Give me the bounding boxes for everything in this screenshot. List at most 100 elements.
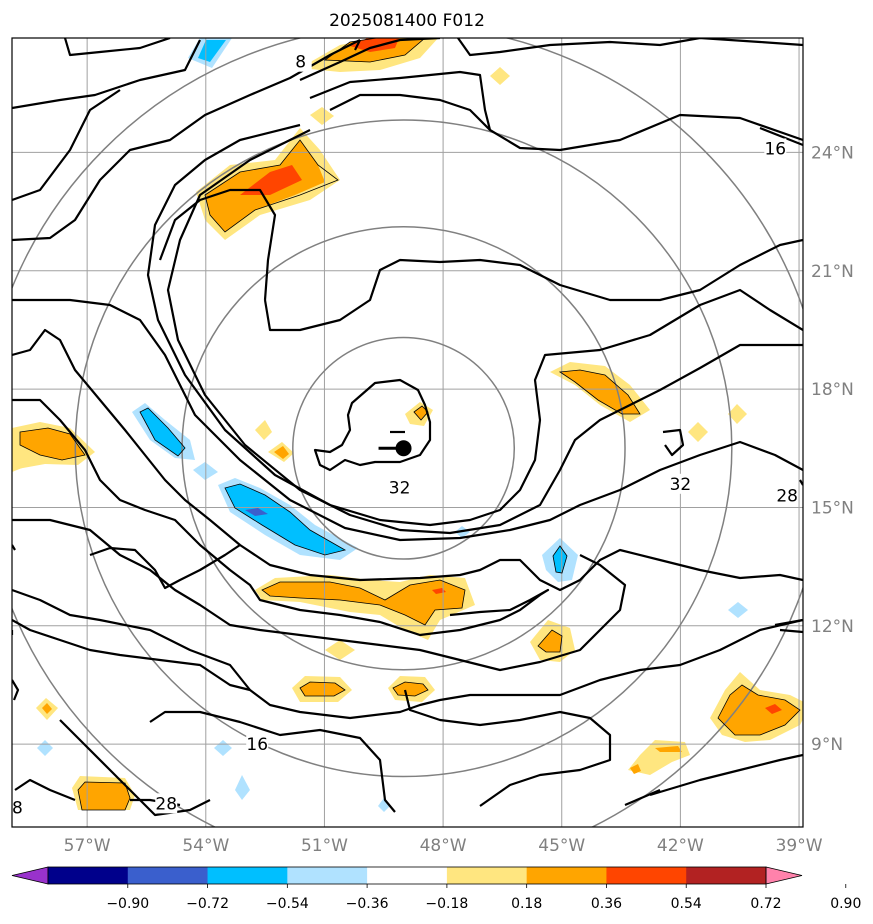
- contour-line: [12, 619, 251, 692]
- contour-line: [12, 89, 121, 202]
- shade-orange: [655, 746, 682, 752]
- colorbar-box: [287, 867, 368, 884]
- contour-label-group: 28: [12, 797, 23, 818]
- shade-orange: [300, 682, 345, 696]
- shade-blue: [140, 408, 185, 456]
- shade-red: [240, 165, 302, 195]
- colorbar-box: [367, 867, 448, 884]
- contour-line: [146, 123, 803, 527]
- contour-label-bg: [246, 734, 269, 755]
- shade-light-yellow: [12, 445, 22, 472]
- contour-line: [313, 378, 432, 472]
- contour-line: [12, 328, 803, 592]
- contour-label-group: 32: [669, 473, 692, 495]
- shade-blue-light: [214, 740, 232, 756]
- shade-orange: [630, 764, 641, 774]
- contour-label: 16: [246, 735, 268, 755]
- shade-outline: [558, 369, 641, 415]
- shade-blue: [553, 546, 567, 573]
- colorbar-extend-low: [11, 866, 49, 885]
- contour-label-bg: [764, 138, 787, 159]
- x-tick-label: 45°W: [538, 836, 585, 856]
- shade-outline: [77, 781, 131, 811]
- shade-outline: [413, 405, 429, 421]
- colorbar-box: [127, 867, 209, 884]
- range-rings: [12, 38, 803, 827]
- shade-orange: [718, 685, 800, 735]
- contour-line: [299, 38, 441, 82]
- contour-line: [12, 398, 550, 637]
- shade-outline: [204, 139, 339, 233]
- contour-label-bg: [776, 485, 799, 506]
- shade-blue-light: [728, 602, 748, 618]
- contour-line: [309, 70, 803, 152]
- grid-lines: [12, 38, 803, 827]
- y-tick-label: 24°N: [811, 143, 854, 163]
- shade-orange: [262, 580, 465, 625]
- y-tick-label: 21°N: [811, 262, 854, 282]
- contour-labels: 8 16 32 32 28 16 28 28: [12, 51, 799, 818]
- contour-label-bg: [669, 473, 692, 494]
- contour-label: 28: [155, 794, 177, 814]
- colorbar-tick-label: 0.90: [830, 896, 861, 912]
- shade-outline: [261, 579, 466, 626]
- contour-line: [12, 518, 627, 672]
- contour-line: [89, 544, 241, 590]
- colorbar-tick-label: −0.90: [106, 896, 149, 912]
- contour-label: 16: [764, 139, 786, 159]
- colorbar-tick-label: −0.54: [266, 896, 309, 912]
- contour-label-bg: [12, 797, 23, 818]
- colorbar-tick-label: −0.18: [425, 896, 468, 912]
- colorbar-extend-high: [765, 866, 803, 885]
- y-tick-label: 12°N: [811, 617, 854, 637]
- contour-label-bg: [289, 51, 312, 72]
- shade-orange: [78, 782, 130, 810]
- contour-label-bg: [155, 793, 178, 814]
- contour-label: 32: [389, 479, 411, 499]
- x-tick-label: 54°W: [182, 836, 229, 856]
- shade-yellow: [325, 640, 355, 660]
- shade-blue-dark: [245, 508, 268, 516]
- contour-line: [759, 126, 803, 147]
- contour-label-group: 8: [289, 51, 312, 73]
- colorbar-tick-label: 0.54: [671, 896, 702, 912]
- contour-line: [12, 39, 201, 110]
- colorbar-box: [606, 867, 687, 884]
- contour-line: [59, 719, 211, 817]
- colorbar: −0.90 −0.72 −0.54 −0.36 −0.18 0.18 0.36 0.54 0.7…: [11, 866, 861, 912]
- colorbar-tick-label: 0.72: [750, 896, 781, 912]
- x-tick-label: 57°W: [64, 836, 111, 856]
- contour-line: [624, 788, 661, 807]
- contour-line: [263, 238, 803, 332]
- contour-line: [774, 618, 803, 627]
- contour-line: [779, 628, 803, 634]
- shade-red: [350, 38, 400, 52]
- contour-label-group: 16: [764, 138, 787, 159]
- shade-yellow: [310, 107, 334, 125]
- contour-line: [354, 39, 361, 51]
- colorbar-box: [207, 867, 288, 884]
- contour-line: [63, 38, 171, 57]
- contour-label-group: 28: [155, 793, 178, 814]
- contour-line: [12, 679, 20, 701]
- x-tick-label: 42°W: [657, 836, 704, 856]
- contour-line: [403, 689, 612, 807]
- colorbar-box: [526, 867, 607, 884]
- shade-yellow: [688, 422, 708, 442]
- x-tick-label: 39°W: [776, 836, 823, 856]
- map-frame: [11, 37, 804, 828]
- y-tick-label: 15°N: [811, 498, 854, 518]
- shade-orange: [274, 446, 289, 459]
- contour-line: [457, 38, 803, 57]
- contour-label-group: 32: [388, 477, 411, 499]
- range-ring: [181, 226, 626, 671]
- contour-line: [14, 778, 76, 802]
- colorbar-frame: [47, 866, 767, 885]
- contour-line: [12, 298, 803, 542]
- colorbar-tick-label: 0.36: [591, 896, 622, 912]
- shade-blue-light: [37, 740, 53, 756]
- shade-outline: [552, 545, 568, 574]
- x-tick-label: 51°W: [301, 836, 348, 856]
- range-ring: [292, 336, 516, 560]
